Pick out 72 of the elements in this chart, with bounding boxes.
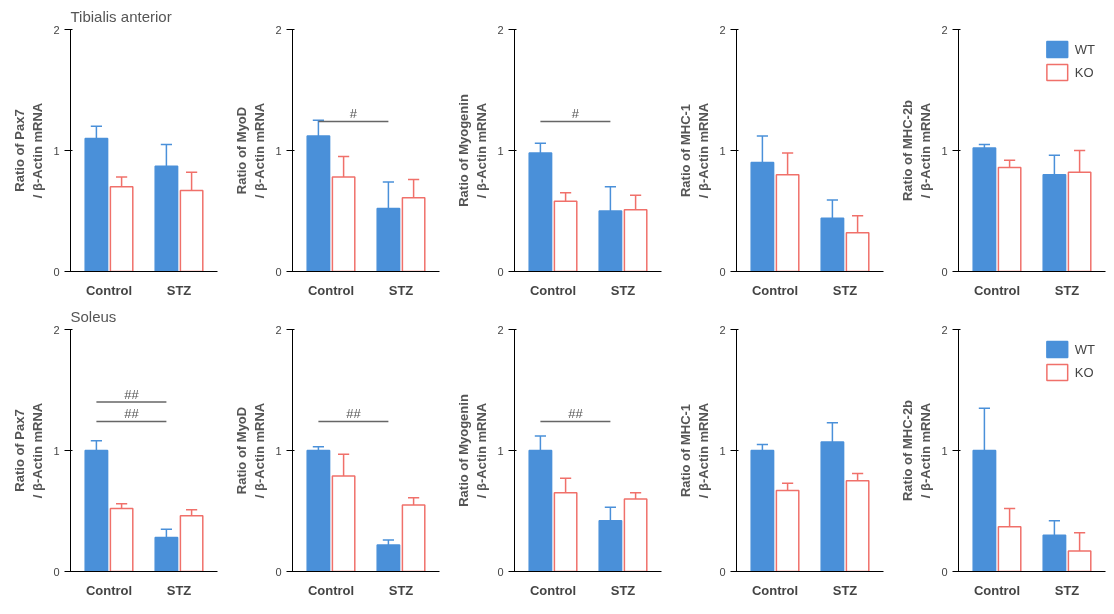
annotation: ##	[124, 406, 140, 422]
x-tick-label: STZ	[388, 282, 414, 298]
y-tick-label: 0	[497, 565, 504, 578]
x-tick-label: STZ	[166, 282, 192, 298]
x-tick-label: Control	[751, 282, 799, 298]
y-axis-title: Ratio of Myogenin / β-Actin mRNA	[456, 94, 490, 207]
y-tick-label: 2	[497, 23, 504, 36]
y-axis-title: Ratio of MHC-1 / β-Actin mRNA	[678, 402, 712, 499]
y-tick-label: 0	[497, 265, 504, 278]
y-tick-label: 2	[941, 323, 948, 336]
y-tick-label: 2	[53, 23, 60, 36]
y-tick-label: 2	[275, 323, 282, 336]
y-tick-label: 1	[275, 444, 282, 457]
y-tick-label: 1	[497, 144, 504, 157]
x-tick-label: STZ	[1054, 582, 1080, 598]
legend-label: WT	[1074, 341, 1095, 357]
x-tick-label: STZ	[610, 282, 636, 298]
y-axis-title: Ratio of MyoD / β-Actin mRNA	[234, 402, 268, 499]
y-tick-label: 2	[941, 23, 948, 36]
x-tick-label: Control	[85, 282, 133, 298]
y-tick-label: 0	[719, 265, 726, 278]
y-tick-label: 1	[497, 444, 504, 457]
y-tick-label: 2	[719, 323, 726, 336]
chart-title: Tibialis anterior	[70, 7, 172, 25]
x-tick-label: Control	[973, 582, 1021, 598]
x-tick-label: Control	[85, 582, 133, 598]
y-axis-title: Ratio of Pax7 / β-Actin mRNA	[12, 102, 46, 199]
y-tick-label: 2	[53, 323, 60, 336]
y-axis-title: Ratio of MHC-1 / β-Actin mRNA	[678, 102, 712, 199]
y-tick-label: 0	[719, 565, 726, 578]
y-tick-label: 0	[275, 265, 282, 278]
annotation: ##	[124, 387, 140, 403]
y-axis-title: Ratio of MyoD / β-Actin mRNA	[234, 102, 268, 199]
y-axis-title: Ratio of MHC-2b / β-Actin mRNA	[900, 399, 934, 502]
y-tick-label: 1	[941, 144, 948, 157]
y-tick-label: 2	[275, 23, 282, 36]
y-tick-label: 0	[941, 265, 948, 278]
x-tick-label: Control	[751, 582, 799, 598]
y-tick-label: 1	[53, 444, 60, 457]
y-tick-label: 1	[275, 144, 282, 157]
y-tick-label: 2	[719, 23, 726, 36]
x-tick-label: STZ	[1054, 282, 1080, 298]
y-tick-label: 1	[719, 144, 726, 157]
x-tick-label: STZ	[832, 582, 858, 598]
legend-label: KO	[1074, 364, 1095, 380]
x-tick-label: STZ	[388, 582, 414, 598]
x-tick-label: STZ	[832, 282, 858, 298]
annotation: ##	[346, 406, 362, 422]
y-tick-label: 2	[497, 323, 504, 336]
x-tick-label: Control	[307, 282, 355, 298]
y-tick-label: 0	[53, 265, 60, 278]
legend-label: KO	[1074, 64, 1095, 80]
x-tick-label: STZ	[166, 582, 192, 598]
chart-title: Soleus	[70, 307, 117, 325]
y-axis-title: Ratio of Myogenin / β-Actin mRNA	[456, 394, 490, 507]
annotation: #	[571, 106, 580, 122]
x-tick-label: STZ	[610, 582, 636, 598]
annotation: ##	[568, 406, 584, 422]
y-tick-label: 1	[719, 444, 726, 457]
annotation: #	[349, 106, 358, 122]
x-tick-label: Control	[529, 582, 577, 598]
y-axis-title: Ratio of MHC-2b / β-Actin mRNA	[900, 99, 934, 202]
y-tick-label: 0	[275, 565, 282, 578]
y-tick-label: 1	[941, 444, 948, 457]
y-axis-title: Ratio of Pax7 / β-Actin mRNA	[12, 402, 46, 499]
x-tick-label: Control	[529, 282, 577, 298]
x-tick-label: Control	[973, 282, 1021, 298]
x-tick-label: Control	[307, 582, 355, 598]
y-tick-label: 0	[941, 565, 948, 578]
legend-label: WT	[1074, 41, 1095, 57]
y-tick-label: 1	[53, 144, 60, 157]
y-tick-label: 0	[53, 565, 60, 578]
